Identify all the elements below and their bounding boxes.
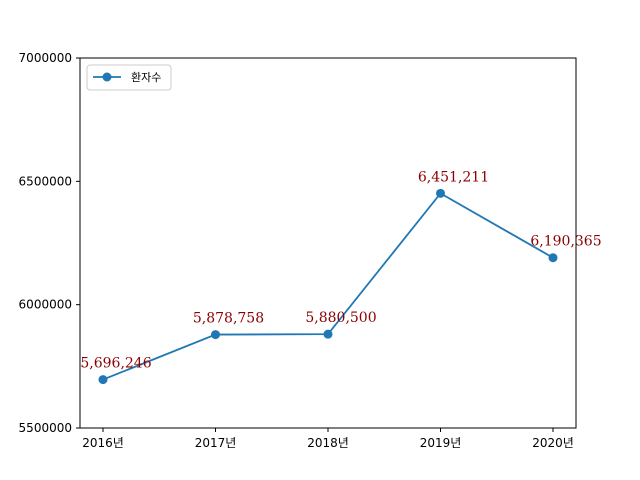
- y-axis: 5500000 6000000 6500000 7000000: [19, 51, 80, 435]
- legend: 환자수: [86, 64, 172, 91]
- y-tick-label: 7000000: [19, 51, 72, 65]
- data-label: 5,880,500: [305, 310, 376, 326]
- data-label: 5,878,758: [193, 311, 264, 327]
- legend-box: [86, 64, 172, 91]
- series-layer: [98, 188, 558, 385]
- x-axis: 2016년 2017년 2018년 2019년 2020년: [82, 428, 574, 450]
- legend-marker-swatch: [102, 72, 112, 82]
- y-tick-label: 6000000: [19, 298, 72, 312]
- x-tick-label: 2018년: [307, 436, 349, 450]
- data-labels: 5,696,246 5,878,758 5,880,500 6,451,211 6,19…: [80, 169, 601, 371]
- x-tick-label: 2016년: [82, 436, 124, 450]
- data-point: [98, 375, 108, 385]
- data-point: [323, 329, 333, 339]
- data-point: [436, 188, 445, 198]
- x-tick-label: 2017년: [195, 436, 237, 450]
- data-label: 6,451,211: [418, 169, 489, 185]
- x-tick-label: 2019년: [420, 436, 462, 450]
- data-label: 5,696,246: [80, 356, 151, 372]
- y-tick-label: 6500000: [19, 174, 72, 188]
- y-tick-label: 5500000: [19, 421, 72, 435]
- data-point: [211, 330, 220, 340]
- data-label: 6,190,365: [530, 234, 601, 250]
- x-tick-label: 2020년: [532, 436, 574, 450]
- plot-area: [79, 57, 577, 429]
- data-point: [548, 253, 558, 263]
- legend-series-label: 환자수: [131, 71, 161, 84]
